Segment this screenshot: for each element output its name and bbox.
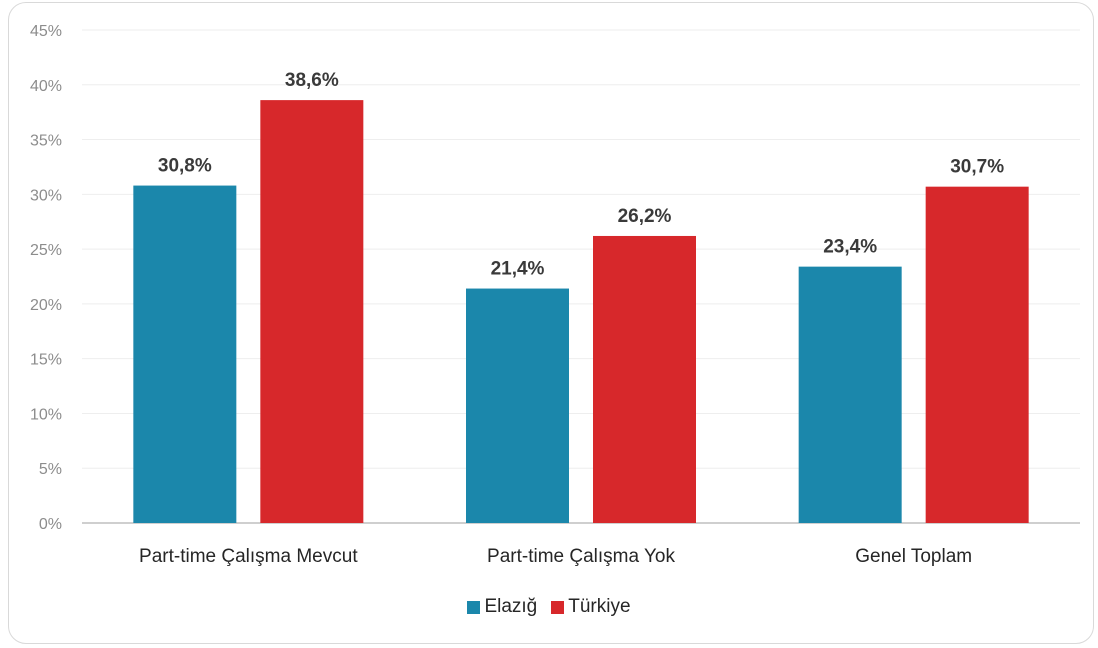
y-tick-label: 15%	[30, 352, 62, 369]
bar	[260, 100, 364, 524]
legend-swatch-turkiye	[551, 600, 565, 614]
y-tick-label: 30%	[30, 187, 62, 204]
y-tick-label: 0%	[39, 516, 62, 533]
x-category-label: Part-time Çalışma Mevcut	[139, 546, 358, 567]
legend-item-elazig: Elazığ	[467, 596, 537, 618]
data-label: 30,8%	[158, 156, 212, 177]
legend-swatch-elazig	[467, 600, 481, 614]
legend: Elazığ Türkiye	[0, 596, 1098, 618]
x-category-label: Genel Toplam	[855, 546, 972, 567]
y-tick-label: 10%	[30, 406, 62, 423]
y-tick-label: 25%	[30, 242, 62, 259]
bar	[466, 288, 569, 523]
bar	[133, 185, 237, 523]
y-tick-label: 40%	[30, 78, 62, 95]
y-tick-label: 35%	[30, 133, 62, 150]
data-label: 23,4%	[823, 237, 877, 258]
data-label: 38,6%	[285, 70, 339, 91]
legend-label-elazig: Elazığ	[484, 596, 538, 617]
legend-label-turkiye: Türkiye	[568, 596, 631, 617]
data-label: 26,2%	[618, 206, 672, 227]
data-label: 21,4%	[491, 259, 545, 280]
y-tick-label: 5%	[39, 461, 62, 478]
y-tick-label: 20%	[30, 297, 62, 314]
bar	[925, 186, 1029, 524]
x-category-label: Part-time Çalışma Yok	[487, 546, 675, 567]
bar	[798, 266, 902, 523]
bar	[593, 235, 696, 523]
legend-item-turkiye: Türkiye	[551, 596, 631, 618]
data-label: 30,7%	[950, 157, 1004, 178]
y-tick-label: 45%	[30, 23, 62, 40]
